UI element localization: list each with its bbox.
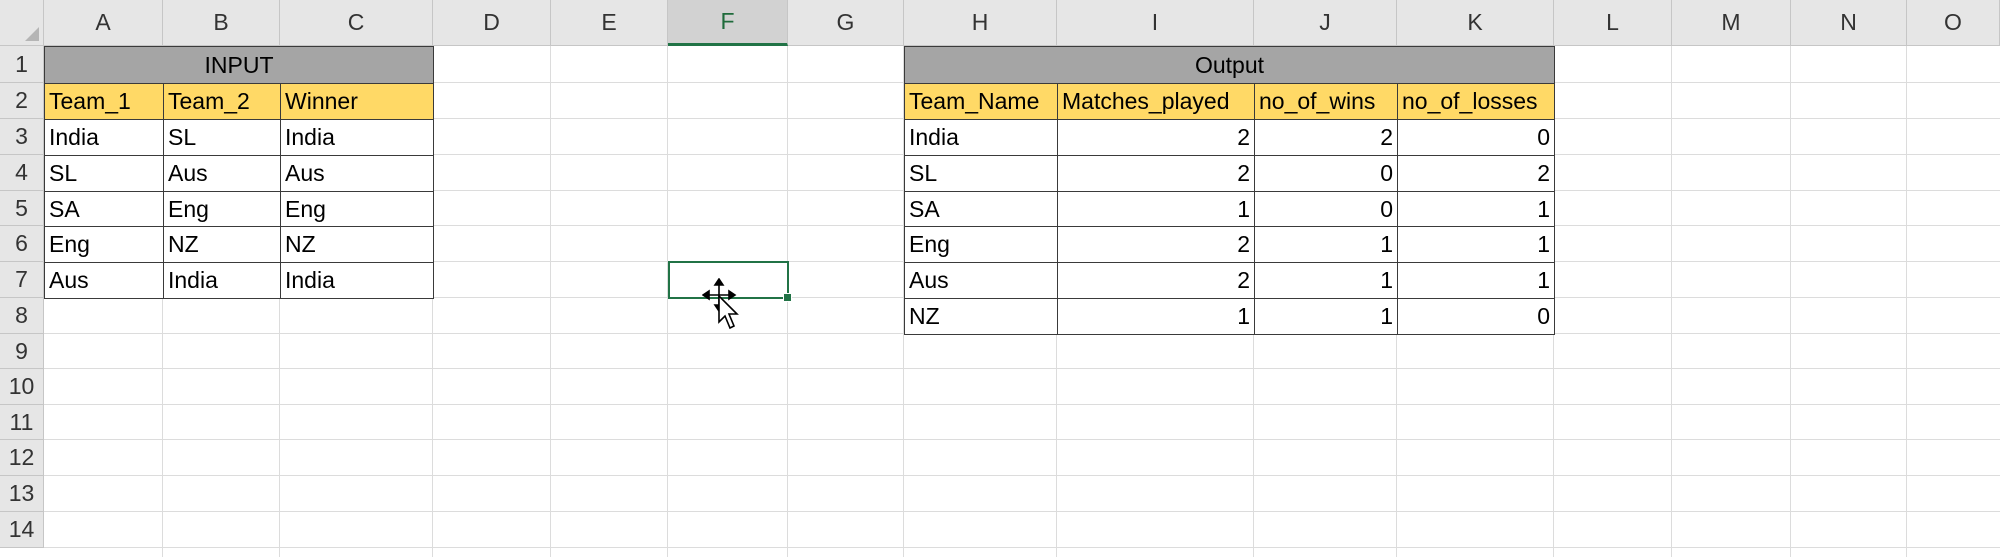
output-data-cell[interactable]: 1 bbox=[1254, 298, 1398, 335]
column-header-l[interactable]: L bbox=[1554, 0, 1672, 46]
input-data-cell[interactable]: Aus bbox=[163, 155, 281, 192]
gridline-horizontal bbox=[44, 511, 2000, 512]
column-header-a[interactable]: A bbox=[44, 0, 163, 46]
output-data-cell[interactable]: 1 bbox=[1397, 262, 1555, 299]
input-data-cell[interactable]: India bbox=[44, 119, 164, 156]
column-header-n[interactable]: N bbox=[1791, 0, 1907, 46]
column-header-b[interactable]: B bbox=[163, 0, 280, 46]
gridline-vertical bbox=[667, 46, 668, 557]
output-data-cell[interactable]: 2 bbox=[1057, 262, 1255, 299]
column-header-m[interactable]: M bbox=[1672, 0, 1791, 46]
row-header-12[interactable]: 12 bbox=[0, 440, 44, 476]
input-data-cell[interactable]: Eng bbox=[44, 226, 164, 263]
output-data-cell[interactable]: 1 bbox=[1057, 191, 1255, 227]
row-header-4[interactable]: 4 bbox=[0, 155, 44, 191]
gridline-horizontal bbox=[44, 475, 2000, 476]
output-header-cell[interactable]: no_of_losses bbox=[1397, 83, 1555, 120]
output-data-cell[interactable]: 2 bbox=[1057, 119, 1255, 156]
row-header-13[interactable]: 13 bbox=[0, 476, 44, 512]
output-data-cell[interactable]: 2 bbox=[1254, 119, 1398, 156]
output-data-cell[interactable]: 2 bbox=[1397, 155, 1555, 192]
output-data-cell[interactable]: 1 bbox=[1057, 298, 1255, 335]
output-data-cell[interactable]: 1 bbox=[1254, 262, 1398, 299]
input-data-cell[interactable]: SA bbox=[44, 191, 164, 227]
row-header-11[interactable]: 11 bbox=[0, 405, 44, 440]
gridline-vertical bbox=[1790, 46, 1791, 557]
output-header-cell[interactable]: no_of_wins bbox=[1254, 83, 1398, 120]
input-header-cell[interactable]: Team_2 bbox=[163, 83, 281, 120]
gridline-horizontal bbox=[44, 439, 2000, 440]
row-header-7[interactable]: 7 bbox=[0, 262, 44, 298]
gridline-vertical bbox=[550, 46, 551, 557]
output-header-cell[interactable]: Team_Name bbox=[904, 83, 1058, 120]
fill-handle[interactable] bbox=[783, 293, 792, 302]
gridline-horizontal bbox=[44, 547, 2000, 548]
row-header-9[interactable]: 9 bbox=[0, 334, 44, 369]
output-data-cell[interactable]: 1 bbox=[1254, 226, 1398, 263]
gridline-vertical bbox=[1906, 46, 1907, 557]
row-header-5[interactable]: 5 bbox=[0, 191, 44, 226]
column-header-e[interactable]: E bbox=[551, 0, 668, 46]
output-data-cell[interactable]: India bbox=[904, 119, 1058, 156]
column-header-i[interactable]: I bbox=[1057, 0, 1254, 46]
input-data-cell[interactable]: India bbox=[280, 262, 434, 299]
output-data-cell[interactable]: 2 bbox=[1057, 226, 1255, 263]
output-data-cell[interactable]: 0 bbox=[1397, 119, 1555, 156]
output-data-cell[interactable]: SL bbox=[904, 155, 1058, 192]
column-header-d[interactable]: D bbox=[433, 0, 551, 46]
gridline-vertical bbox=[432, 46, 433, 557]
output-title-cell[interactable]: Output bbox=[904, 46, 1555, 84]
select-all-triangle-icon bbox=[25, 27, 39, 41]
input-data-cell[interactable]: Aus bbox=[44, 262, 164, 299]
row-header-2[interactable]: 2 bbox=[0, 83, 44, 119]
column-header-j[interactable]: J bbox=[1254, 0, 1397, 46]
gridline-vertical bbox=[279, 46, 280, 557]
input-data-cell[interactable]: India bbox=[280, 119, 434, 156]
column-header-f[interactable]: F bbox=[668, 0, 788, 46]
input-data-cell[interactable]: SL bbox=[163, 119, 281, 156]
row-header-3[interactable]: 3 bbox=[0, 119, 44, 155]
input-header-cell[interactable]: Winner bbox=[280, 83, 434, 120]
column-header-c[interactable]: C bbox=[280, 0, 433, 46]
output-data-cell[interactable]: 0 bbox=[1254, 155, 1398, 192]
output-header-cell[interactable]: Matches_played bbox=[1057, 83, 1255, 120]
row-header-10[interactable]: 10 bbox=[0, 369, 44, 405]
input-data-cell[interactable]: Eng bbox=[280, 191, 434, 227]
input-data-cell[interactable]: NZ bbox=[163, 226, 281, 263]
input-data-cell[interactable]: NZ bbox=[280, 226, 434, 263]
gridline-vertical bbox=[903, 46, 904, 557]
input-data-cell[interactable]: Aus bbox=[280, 155, 434, 192]
gridline-horizontal bbox=[44, 368, 2000, 369]
output-data-cell[interactable]: 0 bbox=[1397, 298, 1555, 335]
gridline-vertical bbox=[162, 46, 163, 557]
output-data-cell[interactable]: SA bbox=[904, 191, 1058, 227]
gridline-vertical bbox=[1671, 46, 1672, 557]
output-data-cell[interactable]: 1 bbox=[1397, 226, 1555, 263]
column-header-o[interactable]: O bbox=[1907, 0, 2000, 46]
input-header-cell[interactable]: Team_1 bbox=[44, 83, 164, 120]
row-header-1[interactable]: 1 bbox=[0, 46, 44, 83]
row-header-6[interactable]: 6 bbox=[0, 226, 44, 262]
row-header-14[interactable]: 14 bbox=[0, 512, 44, 548]
select-all-corner[interactable] bbox=[0, 0, 44, 46]
output-data-cell[interactable]: Eng bbox=[904, 226, 1058, 263]
move-cursor-icon bbox=[702, 278, 739, 330]
column-header-k[interactable]: K bbox=[1397, 0, 1554, 46]
output-data-cell[interactable]: 1 bbox=[1397, 191, 1555, 227]
output-data-cell[interactable]: Aus bbox=[904, 262, 1058, 299]
input-data-cell[interactable]: India bbox=[163, 262, 281, 299]
output-data-cell[interactable]: 2 bbox=[1057, 155, 1255, 192]
output-data-cell[interactable]: NZ bbox=[904, 298, 1058, 335]
output-data-cell[interactable]: 0 bbox=[1254, 191, 1398, 227]
input-title-cell[interactable]: INPUT bbox=[44, 46, 434, 84]
input-data-cell[interactable]: Eng bbox=[163, 191, 281, 227]
row-header-8[interactable]: 8 bbox=[0, 298, 44, 334]
column-header-g[interactable]: G bbox=[788, 0, 904, 46]
input-data-cell[interactable]: SL bbox=[44, 155, 164, 192]
column-header-h[interactable]: H bbox=[904, 0, 1057, 46]
gridline-horizontal bbox=[44, 404, 2000, 405]
